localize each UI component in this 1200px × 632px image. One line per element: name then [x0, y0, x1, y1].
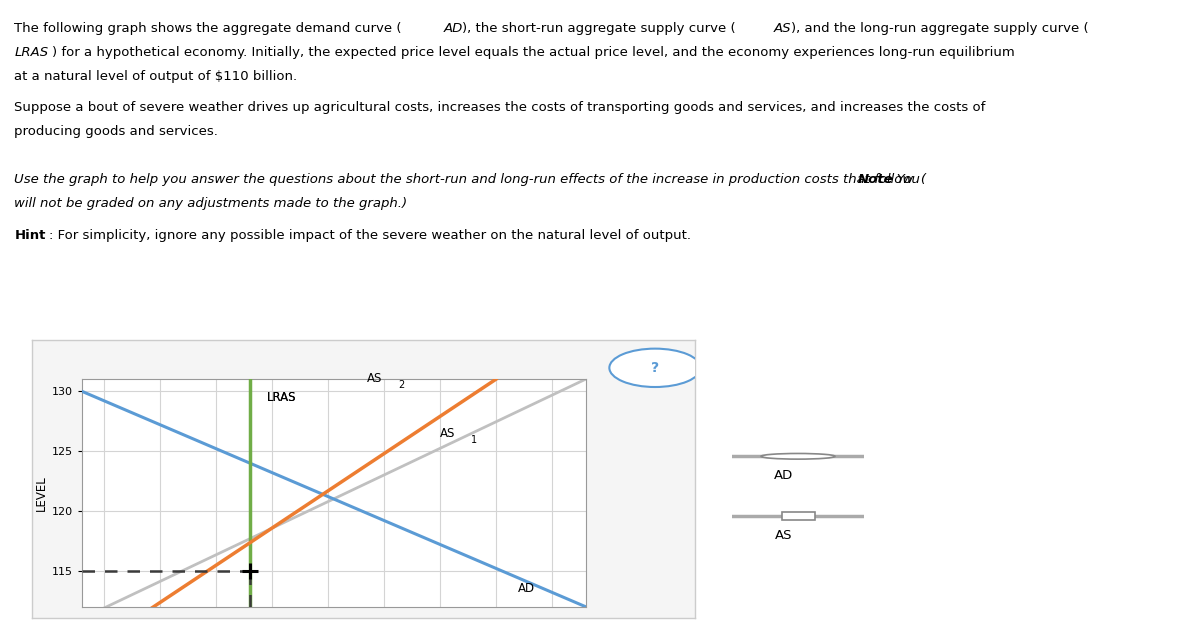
Text: AS: AS — [774, 22, 792, 35]
Text: AS: AS — [775, 529, 792, 542]
Text: : For simplicity, ignore any possible impact of the severe weather on the natura: : For simplicity, ignore any possible im… — [49, 229, 691, 241]
Text: AD: AD — [518, 582, 535, 595]
Text: The following graph shows the aggregate demand curve (: The following graph shows the aggregate … — [14, 22, 402, 35]
Text: ), and the long-run aggregate supply curve (: ), and the long-run aggregate supply cur… — [791, 22, 1088, 35]
Circle shape — [761, 454, 835, 459]
Text: LRAS: LRAS — [266, 391, 296, 404]
Text: 1: 1 — [472, 435, 478, 445]
Text: LRAS: LRAS — [266, 391, 296, 404]
Text: Use the graph to help you answer the questions about the short-run and long-run : Use the graph to help you answer the que… — [14, 173, 926, 186]
Text: at a natural level of output of $110 billion.: at a natural level of output of $110 bil… — [14, 70, 298, 83]
Text: AD: AD — [444, 22, 463, 35]
Text: AS: AS — [367, 372, 383, 385]
Text: ) for a hypothetical economy. Initially, the expected price level equals the act: ) for a hypothetical economy. Initially,… — [52, 46, 1014, 59]
Text: will not be graded on any adjustments made to the graph.): will not be graded on any adjustments ma… — [14, 197, 408, 210]
Text: AS: AS — [440, 427, 455, 440]
Text: AD: AD — [774, 469, 793, 482]
Text: ?: ? — [650, 361, 659, 375]
Text: : You: : You — [888, 173, 920, 186]
Circle shape — [610, 349, 701, 387]
Y-axis label: LEVEL: LEVEL — [35, 475, 48, 511]
Text: ), the short-run aggregate supply curve (: ), the short-run aggregate supply curve … — [462, 22, 736, 35]
Text: Note: Note — [858, 173, 894, 186]
Text: Suppose a bout of severe weather drives up agricultural costs, increases the cos: Suppose a bout of severe weather drives … — [14, 101, 985, 114]
Text: 2: 2 — [398, 380, 404, 389]
Bar — [781, 513, 815, 520]
Text: producing goods and services.: producing goods and services. — [14, 125, 218, 138]
Text: LRAS: LRAS — [14, 46, 48, 59]
Text: Hint: Hint — [14, 229, 46, 241]
